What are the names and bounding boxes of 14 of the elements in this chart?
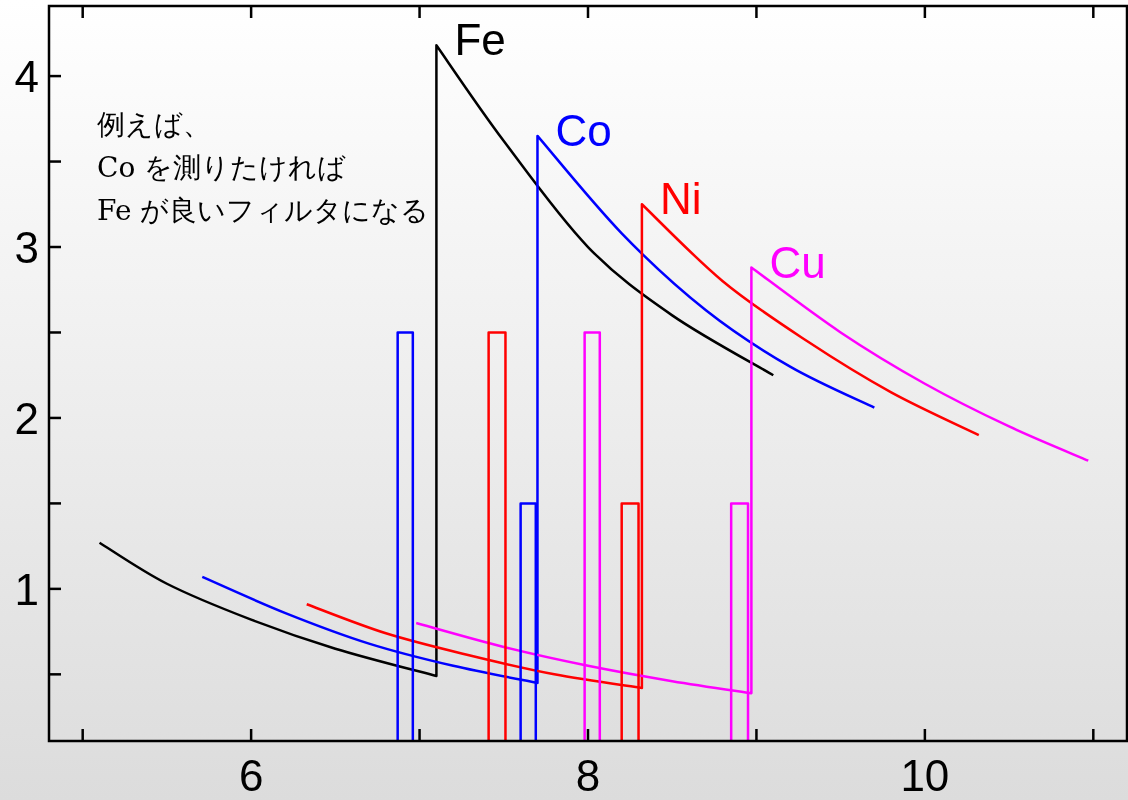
series-label: Co <box>555 105 612 155</box>
annotation: Fe が良いフィルタになる <box>97 194 430 227</box>
y-tick-label: 2 <box>14 393 39 443</box>
annotation: Co を測りたければ <box>97 151 347 184</box>
series-label: Ni <box>659 174 702 224</box>
x-tick-label: 8 <box>575 751 601 800</box>
y-tick-label: 4 <box>14 52 39 102</box>
y-tick-label: 3 <box>14 223 39 273</box>
x-tick-label: 10 <box>900 751 950 800</box>
legend-label: Fe <box>454 15 506 65</box>
x-tick-label: 6 <box>238 751 264 800</box>
annotation: 例えば、 <box>97 108 211 141</box>
series-label: Cu <box>769 237 826 287</box>
y-tick-label: 1 <box>14 564 39 614</box>
